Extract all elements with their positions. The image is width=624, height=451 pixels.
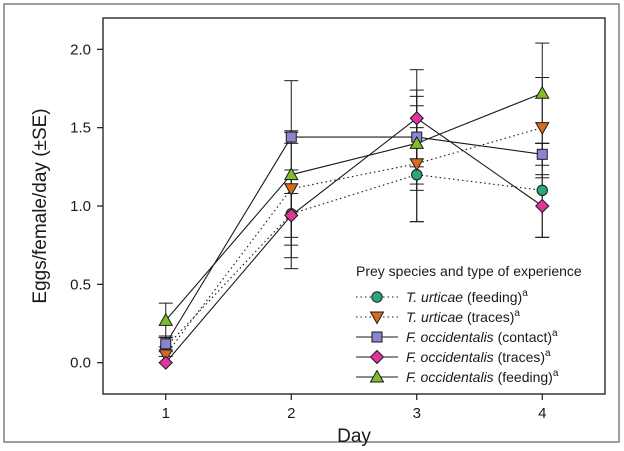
legend-experience: (feeding) [463, 289, 522, 305]
legend-entry: F. occidentalis (contact)a [356, 328, 558, 345]
legend-marker [371, 331, 383, 343]
legend-marker [369, 311, 385, 325]
legend-superscript: a [514, 308, 520, 319]
data-point [284, 208, 299, 223]
legend-label: T. urticae (feeding)a [406, 288, 528, 305]
y-axis-label: Eggs/female/day (±SE) [30, 108, 51, 303]
series-line [165, 117, 543, 364]
figure-border [3, 3, 620, 443]
data-point [160, 338, 172, 350]
y-tick-label: 2.0 [70, 41, 91, 58]
data-point [534, 85, 550, 99]
x-tick-label: 4 [538, 405, 546, 422]
data-point [409, 111, 424, 126]
data-point [409, 158, 425, 172]
legend-superscript: a [545, 348, 551, 359]
legend-entry: F. occidentalis (traces)a [356, 348, 551, 365]
x-tick-label: 1 [162, 405, 170, 422]
data-point [534, 122, 550, 136]
legend-experience: (feeding) [494, 369, 553, 385]
data-point [283, 183, 299, 197]
legend-species: F. occidentalis [406, 349, 494, 365]
legend-experience: (traces) [463, 309, 514, 325]
y-tick-label: 1.0 [70, 198, 91, 215]
legend-experience: (traces) [494, 349, 545, 365]
data-point [536, 148, 548, 160]
legend-superscript: a [552, 328, 558, 339]
y-tick-label: 1.5 [70, 120, 91, 137]
data-point [158, 355, 173, 370]
y-tick-label: 0.5 [70, 276, 91, 293]
data-point [283, 167, 299, 181]
legend-marker [369, 369, 385, 383]
legend-label: F. occidentalis (traces)a [406, 348, 551, 365]
x-tick-label: 3 [413, 405, 421, 422]
y-tick-label: 0.0 [70, 355, 91, 372]
data-point [535, 198, 550, 214]
series-line [165, 136, 543, 345]
legend-superscript: a [553, 368, 559, 379]
x-tick-label: 2 [287, 405, 295, 422]
legend-entry: F. occidentalis (feeding)a [356, 368, 559, 385]
data-point [158, 312, 174, 326]
series-line [165, 92, 543, 321]
legend-title: Prey species and type of experience [356, 263, 582, 279]
axis-ticks: 0.0 0.5 1.0 1.5 2.0 1 2 3 4 [70, 41, 546, 422]
series-line [165, 174, 543, 348]
legend-species: T. urticae [406, 289, 463, 305]
data-point [285, 131, 297, 143]
legend: Prey species and type of experience T. ur… [356, 263, 582, 385]
legend-label: F. occidentalis (contact)a [406, 328, 558, 345]
legend-experience: (contact) [494, 329, 552, 345]
legend-label: F. occidentalis (feeding)a [406, 368, 559, 385]
data-point [409, 135, 425, 149]
legend-entry: T. urticae (traces)a [356, 308, 520, 325]
series-markers [158, 85, 550, 370]
data-point [536, 184, 548, 197]
legend-species: F. occidentalis [406, 369, 494, 385]
legend-entry: T. urticae (feeding)a [356, 288, 528, 305]
legend-marker [371, 291, 383, 303]
legend-superscript: a [522, 288, 528, 299]
x-axis-label: Day [337, 426, 371, 446]
legend-marker [369, 349, 385, 365]
legend-species: F. occidentalis [406, 329, 494, 345]
legend-species: T. urticae [406, 309, 463, 325]
series-lines [165, 92, 543, 364]
legend-label: T. urticae (traces)a [406, 308, 520, 325]
